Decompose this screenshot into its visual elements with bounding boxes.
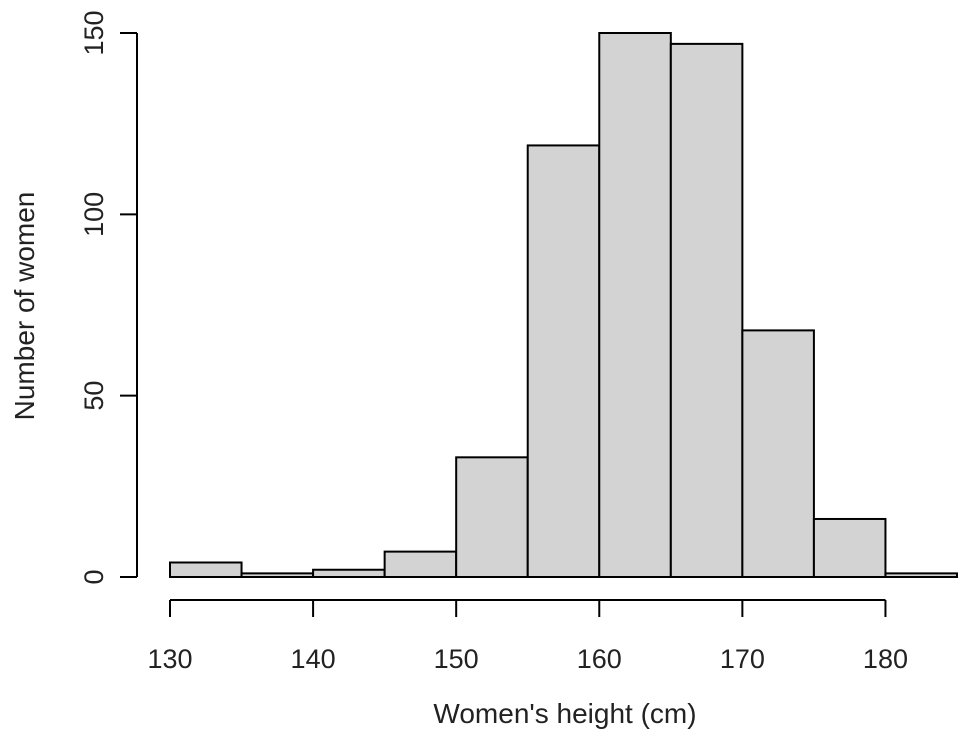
histogram-bars xyxy=(169,32,958,579)
histogram-bar-145-150 xyxy=(383,550,458,579)
y-axis-title: Number of women xyxy=(9,192,40,421)
y-tick-label-150: 150 xyxy=(79,10,109,55)
x-tick-label-170: 170 xyxy=(720,644,765,674)
histogram-bar-170-175 xyxy=(741,329,815,578)
x-tick-label-140: 140 xyxy=(291,644,336,674)
histogram-bar-140-145 xyxy=(312,568,386,578)
histogram-bar-150-155 xyxy=(455,456,529,579)
histogram-bar-175-180 xyxy=(812,517,887,578)
x-tick-label-180: 180 xyxy=(863,644,908,674)
histogram-bar-155-160 xyxy=(526,144,601,578)
histogram-bar-130-135 xyxy=(169,561,243,579)
x-axis: 130 140 150 160 170 180 xyxy=(147,599,908,674)
histogram-bar-160-165 xyxy=(598,32,672,578)
x-tick-label-150: 150 xyxy=(434,644,479,674)
y-tick-label-50: 50 xyxy=(79,381,109,411)
x-axis-title: Women's height (cm) xyxy=(433,698,696,729)
y-axis: 0 50 100 150 xyxy=(79,10,138,585)
x-tick-label-160: 160 xyxy=(577,644,622,674)
y-tick-label-100: 100 xyxy=(79,192,109,237)
histogram-bar-165-170 xyxy=(669,42,744,578)
x-tick-label-130: 130 xyxy=(147,644,192,674)
y-tick-label-0: 0 xyxy=(79,569,109,584)
